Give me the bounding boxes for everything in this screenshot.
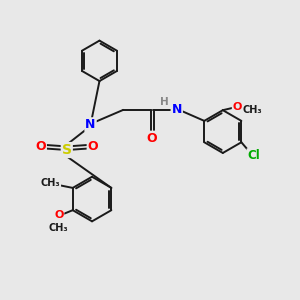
Text: CH₃: CH₃ [49,223,69,233]
Text: CH₃: CH₃ [243,105,262,115]
Text: O: O [233,102,242,112]
Text: H: H [160,97,169,106]
Text: Cl: Cl [248,149,260,162]
Text: O: O [146,132,157,145]
Text: O: O [88,140,98,153]
Text: O: O [54,210,64,220]
Text: N: N [172,103,182,116]
Text: CH₃: CH₃ [40,178,60,188]
Text: N: N [85,118,96,131]
Text: S: S [62,143,72,157]
Text: O: O [35,140,46,153]
